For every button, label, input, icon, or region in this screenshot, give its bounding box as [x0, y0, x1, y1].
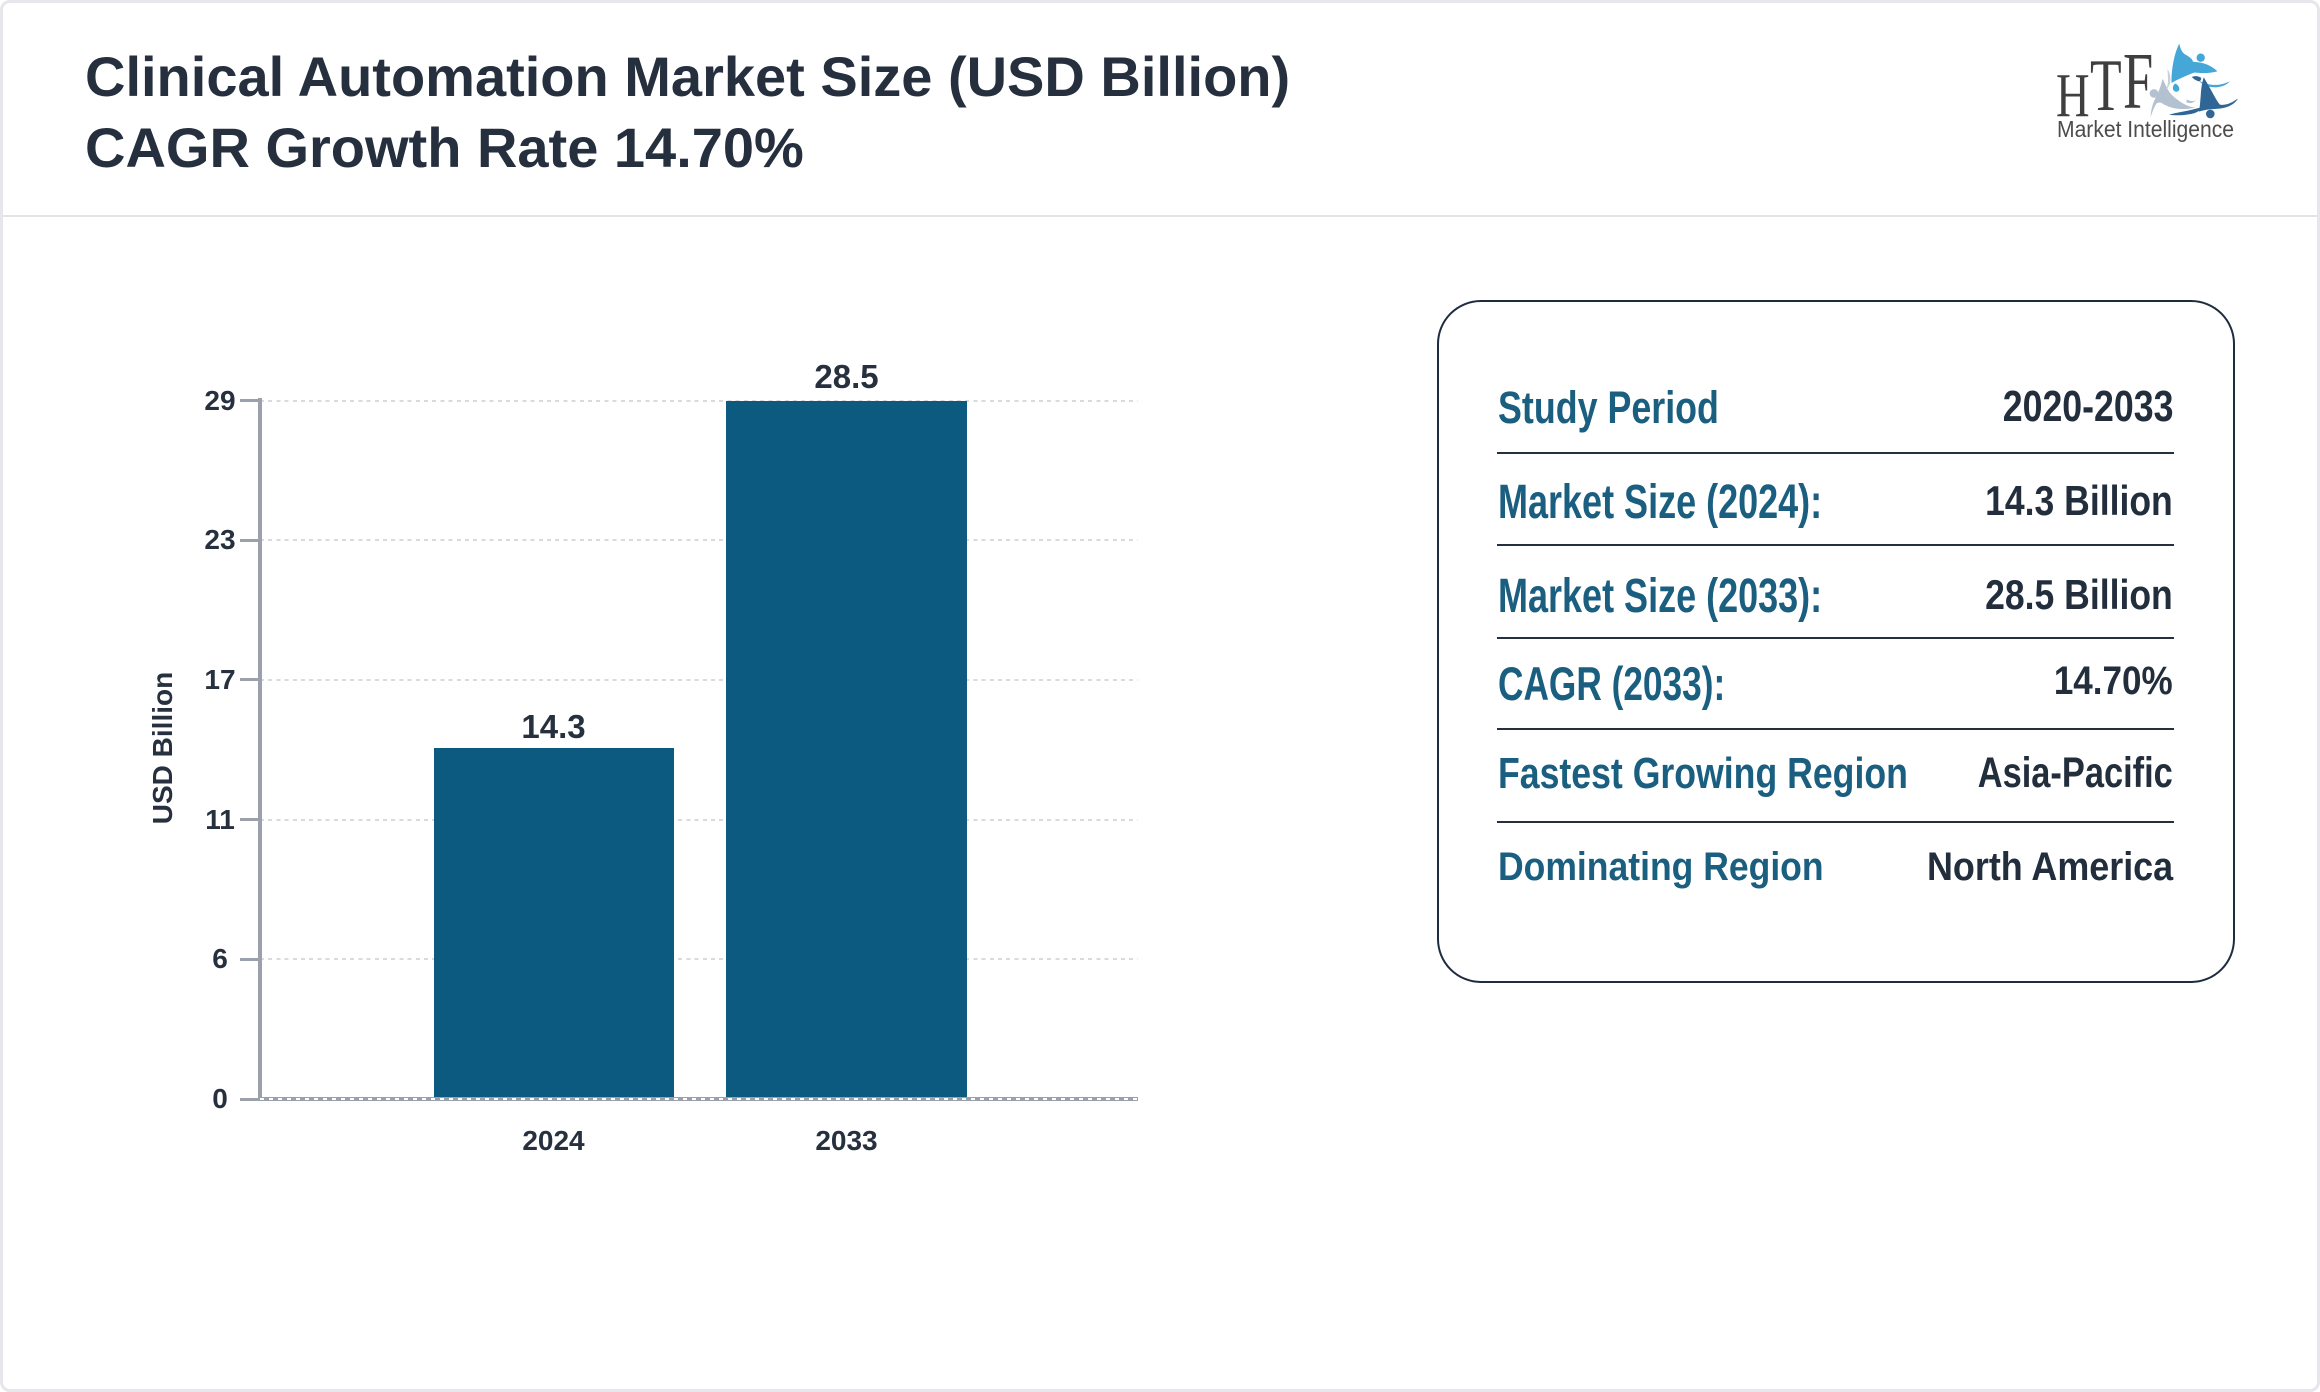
svg-text:F: F	[2123, 36, 2153, 125]
svg-text:T: T	[2090, 44, 2122, 126]
svg-text:Market Intelligence: Market Intelligence	[2057, 116, 2234, 142]
svg-text:H: H	[2056, 61, 2090, 130]
